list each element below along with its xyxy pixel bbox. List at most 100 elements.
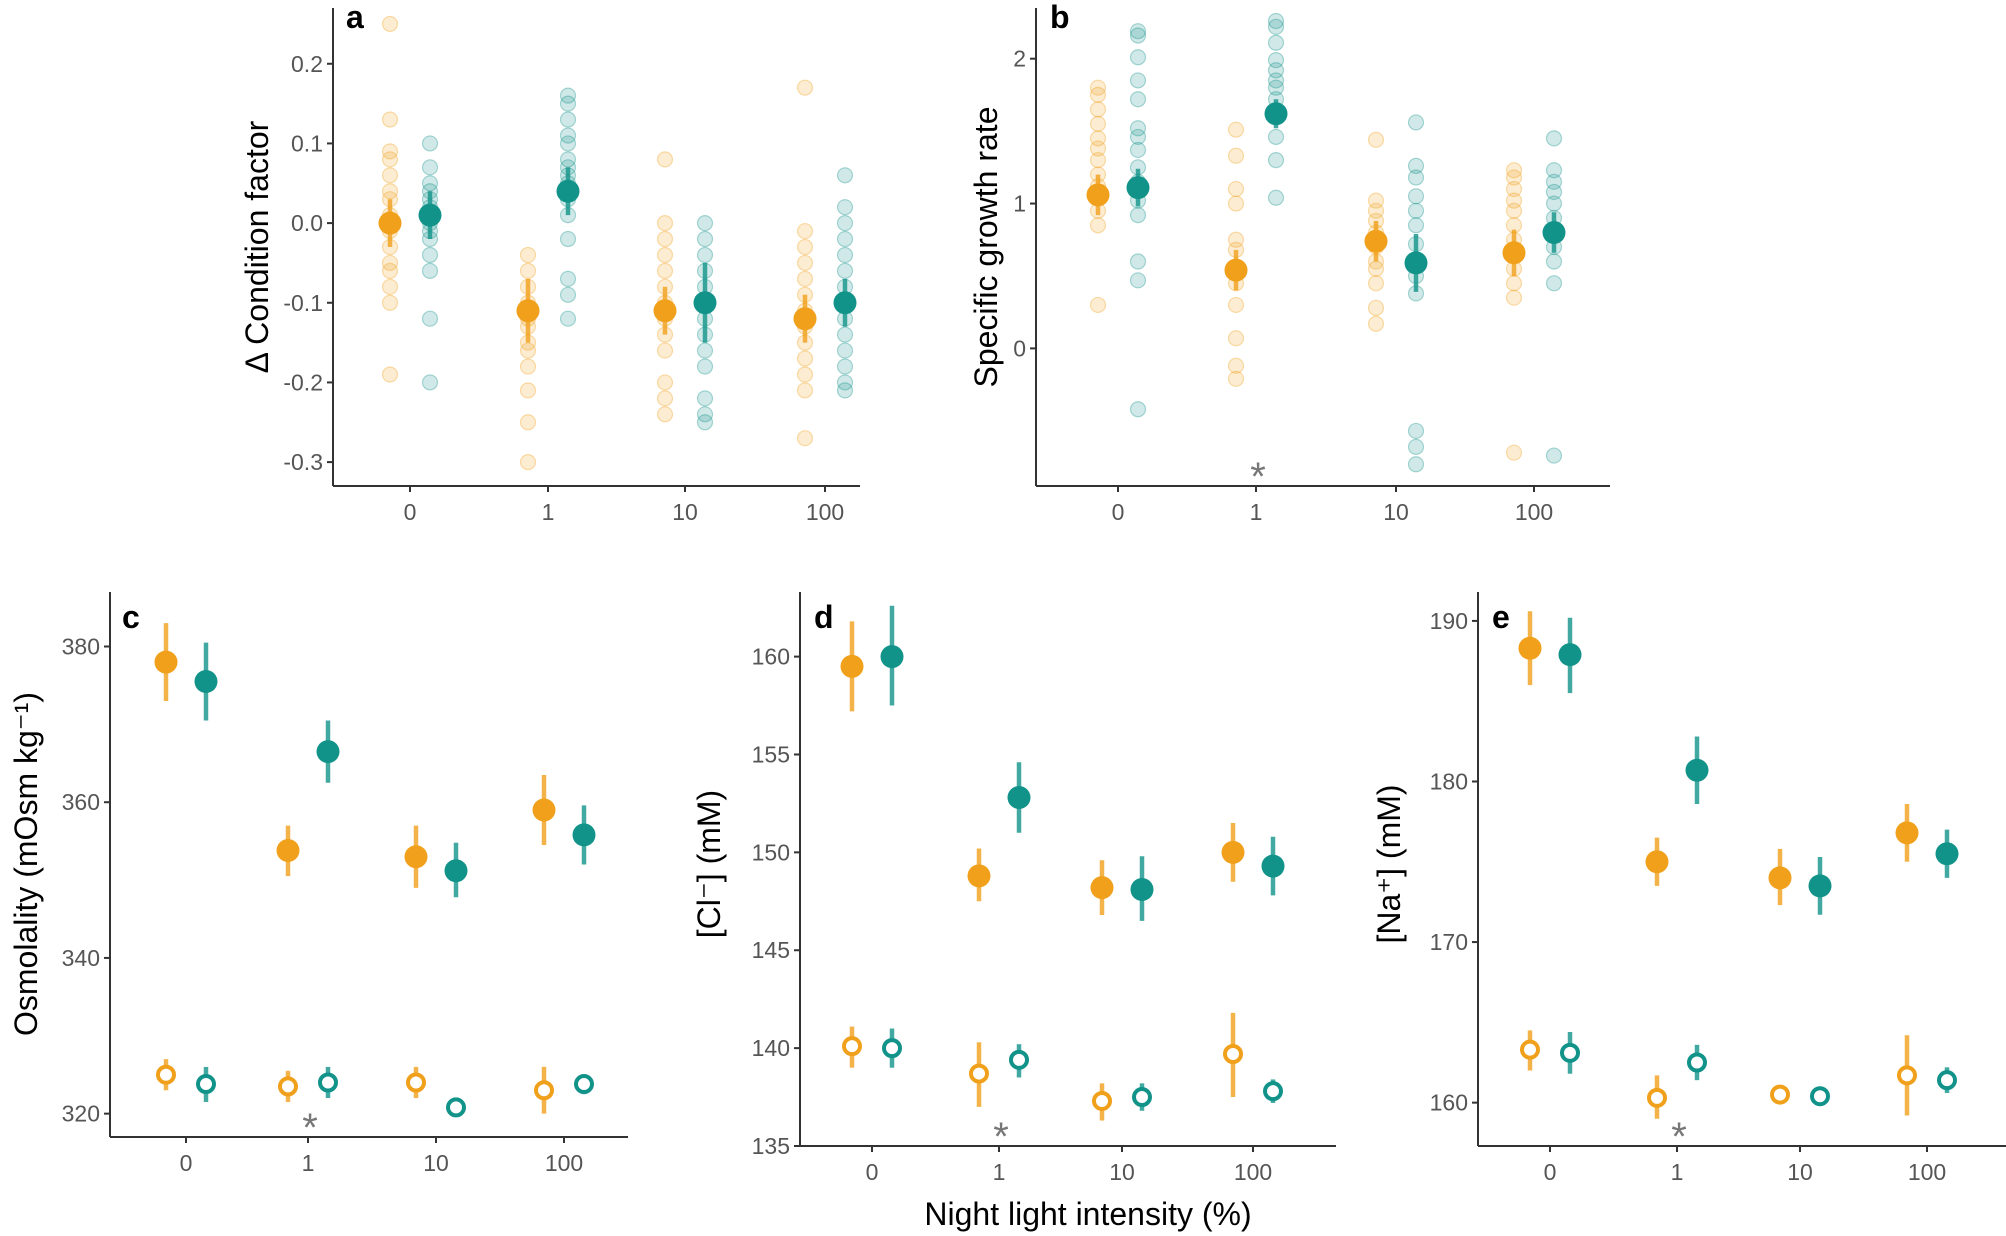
raw-point (1505, 162, 1523, 179)
y-tick-label: -0.2 (283, 369, 323, 395)
raw-point (836, 342, 854, 359)
series-orange (1086, 79, 1526, 461)
raw-point (421, 374, 439, 391)
raw-point (1545, 253, 1563, 270)
significance-star: * (302, 1106, 318, 1150)
mean-point (1364, 229, 1388, 253)
raw-point (519, 358, 537, 375)
mean-point (1404, 251, 1428, 275)
y-tick-label: 145 (752, 937, 790, 963)
mean-point-open (969, 1063, 989, 1084)
raw-point (796, 238, 814, 256)
x-tick-label: 100 (806, 499, 844, 525)
raw-point (1545, 183, 1563, 201)
raw-point (1129, 120, 1147, 137)
y-axis-title: [Na⁺] (mM) (1371, 784, 1407, 943)
x-tick-label: 0 (180, 1150, 193, 1176)
mean-point-open (1132, 1087, 1152, 1108)
raw-point (1089, 151, 1107, 169)
x-tick-label: 1 (1250, 499, 1263, 525)
mean-point-open (156, 1064, 176, 1085)
mean-point (1645, 850, 1669, 874)
series-teal (1126, 12, 1566, 473)
x-tick-label: 10 (1109, 1159, 1135, 1185)
x-tick-label: 1 (993, 1159, 1006, 1185)
y-tick-label: 0.1 (291, 130, 323, 156)
raw-point (1367, 131, 1385, 148)
raw-point (796, 430, 814, 447)
x-tick-label: 10 (1787, 1159, 1813, 1185)
raw-point (1227, 121, 1245, 138)
mean-point (1502, 241, 1526, 265)
raw-point (559, 135, 577, 152)
raw-point (1407, 422, 1425, 440)
raw-point (1545, 130, 1563, 147)
raw-point (1089, 296, 1107, 314)
raw-point (559, 270, 577, 287)
panel-letter: e (1492, 599, 1510, 635)
mean-point (833, 291, 857, 315)
mean-point (1221, 840, 1245, 864)
raw-point (1129, 272, 1147, 289)
raw-point (381, 111, 399, 128)
mean-point (316, 740, 340, 764)
raw-point (656, 151, 674, 168)
raw-point (559, 87, 577, 104)
y-tick-label: 135 (752, 1133, 790, 1159)
raw-point (1089, 140, 1107, 157)
y-tick-label: 0 (1013, 335, 1026, 361)
raw-point (1545, 195, 1563, 212)
mean-point (404, 845, 428, 869)
raw-point (1545, 447, 1563, 464)
raw-point (796, 270, 814, 287)
raw-point (1505, 275, 1523, 292)
y-tick-label: 170 (1430, 929, 1468, 955)
y-tick-label: 340 (62, 945, 100, 971)
mean-point (378, 211, 402, 235)
raw-point (796, 254, 814, 272)
raw-point (1505, 192, 1523, 209)
y-tick-label: 1 (1013, 191, 1026, 217)
raw-point (836, 382, 854, 399)
raw-point (696, 342, 714, 359)
raw-point (656, 262, 674, 279)
raw-point (519, 342, 537, 359)
raw-point (1267, 72, 1285, 89)
raw-point (836, 167, 854, 184)
raw-point (1545, 275, 1563, 292)
raw-point (381, 254, 399, 272)
raw-point (381, 143, 399, 160)
series-teal-open (882, 1028, 1283, 1111)
mean-point-open (278, 1076, 298, 1097)
raw-point (696, 246, 714, 264)
mean-point-open (1770, 1084, 1790, 1105)
mean-point-open (534, 1080, 554, 1101)
raw-point (1505, 169, 1523, 186)
raw-point (559, 127, 577, 144)
series-teal-open (1560, 1031, 1957, 1107)
mean-point-open (1009, 1049, 1029, 1070)
raw-point (1545, 162, 1563, 179)
mean-point (1542, 221, 1566, 245)
x-tick-label: 1 (1671, 1159, 1684, 1185)
x-tick-label: 100 (1234, 1159, 1272, 1185)
raw-point (1407, 456, 1425, 473)
mean-point (556, 179, 580, 203)
mean-point (418, 203, 442, 227)
raw-point (519, 454, 537, 471)
mean-point (1224, 258, 1248, 282)
mean-point-open (1937, 1070, 1957, 1091)
raw-point (1267, 34, 1285, 51)
significance-star: * (1250, 455, 1266, 499)
mean-point (693, 291, 717, 315)
raw-point (1089, 130, 1107, 147)
raw-point (381, 167, 399, 184)
raw-point (1129, 141, 1147, 159)
mean-point-open (1647, 1087, 1667, 1108)
x-tick-label: 100 (1908, 1159, 1946, 1185)
mean-point-open (882, 1038, 902, 1059)
raw-point (656, 230, 674, 248)
mean-point-open (406, 1072, 426, 1093)
raw-point (1407, 157, 1425, 174)
